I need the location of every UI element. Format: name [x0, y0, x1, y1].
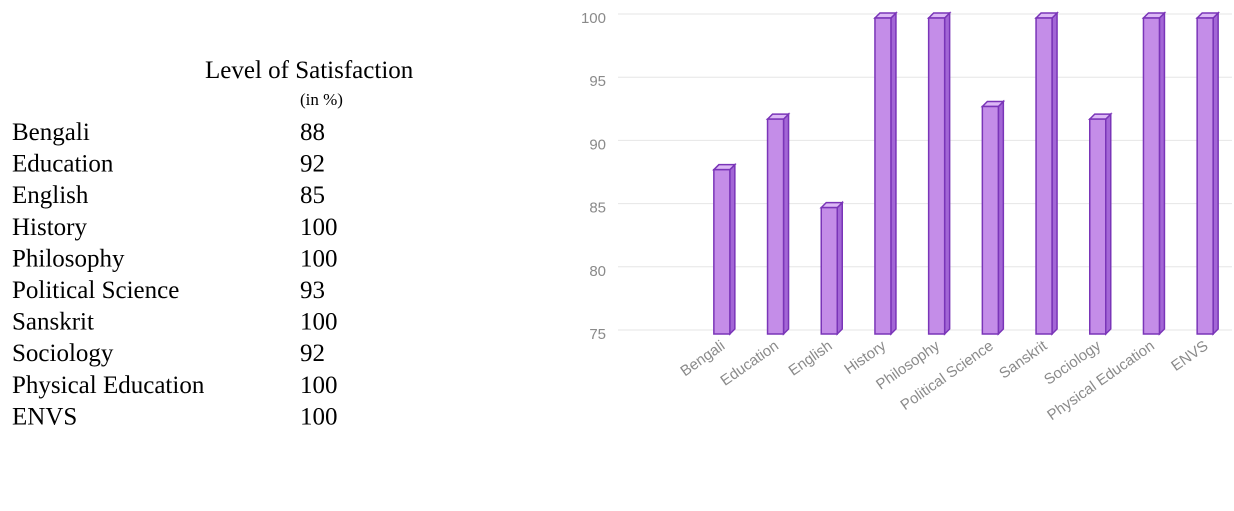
y-tick-label: 75 [589, 326, 606, 343]
table-subject: ENVS [12, 403, 77, 430]
bar [1142, 17, 1161, 335]
table-value: 92 [300, 151, 325, 178]
table-header: Level of Satisfaction [205, 57, 414, 84]
table-value: 93 [300, 277, 325, 304]
table-value: 85 [300, 182, 325, 209]
table-value: 100 [300, 372, 338, 399]
table-subject: Bengali [12, 119, 90, 146]
x-tick-label: Political Science [897, 337, 996, 414]
table-subject: Philosophy [12, 245, 125, 272]
table-subject: History [12, 214, 88, 241]
table-subject: Sociology [12, 340, 114, 367]
bar [927, 17, 946, 335]
y-tick-label: 85 [589, 200, 606, 217]
bar [1196, 17, 1214, 335]
x-tick-label: Education [717, 337, 781, 389]
table-subject: Education [12, 151, 114, 178]
bar [820, 206, 838, 335]
table-subject: English [12, 182, 89, 209]
table-subject: Physical Education [12, 372, 205, 399]
table-subject: Political Science [12, 277, 179, 304]
table-value: 100 [300, 214, 338, 241]
x-tick-label: English [785, 337, 835, 379]
table-value: 100 [300, 245, 338, 272]
table-subject: Sanskrit [12, 309, 94, 336]
y-tick-label: 95 [589, 73, 606, 90]
bar [981, 105, 1000, 335]
bar [713, 168, 731, 335]
y-tick-label: 100 [581, 10, 606, 27]
y-tick-label: 90 [589, 136, 606, 153]
bar [1089, 118, 1107, 335]
table-value: 88 [300, 119, 325, 146]
bar [1035, 17, 1053, 335]
bar [766, 118, 785, 335]
table-value: 100 [300, 403, 338, 430]
x-tick-label: ENVS [1168, 337, 1211, 374]
table-unit: (in %) [300, 90, 343, 109]
table-value: 100 [300, 309, 338, 336]
table-value: 92 [300, 340, 325, 367]
y-tick-label: 80 [589, 263, 606, 280]
bar [874, 17, 892, 335]
